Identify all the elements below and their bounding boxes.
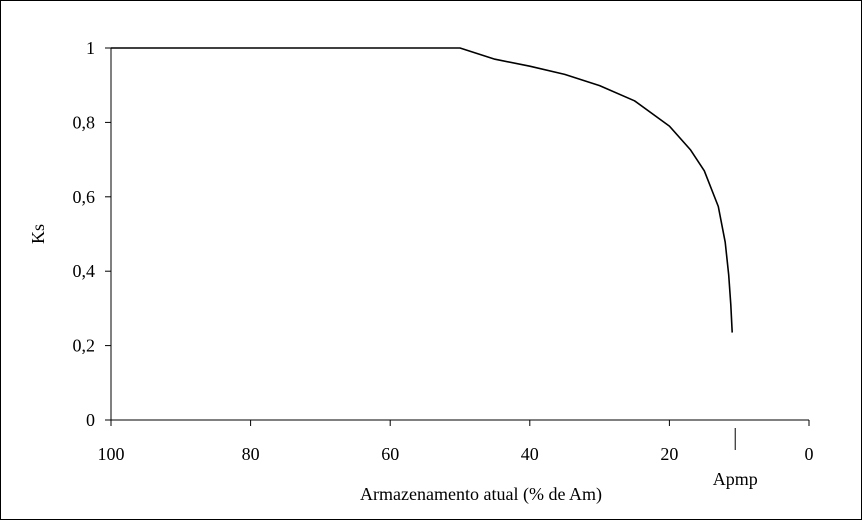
y-tick-label: 0,6 xyxy=(73,187,96,207)
x-tick-label: 100 xyxy=(98,444,125,464)
axes xyxy=(110,48,809,421)
y-tick-label: 0,2 xyxy=(73,336,96,356)
x-tick-label: 20 xyxy=(660,444,678,464)
x-tick-label: 40 xyxy=(521,444,539,464)
apmp-label: Apmp xyxy=(713,469,758,489)
ks-line xyxy=(111,47,733,333)
series-group xyxy=(111,47,733,333)
ticks: 0 0,2 0,4 0,6 0,8 1 100 80 60 40 20 0 xyxy=(73,38,814,464)
y-tick-label: 1 xyxy=(86,38,95,58)
x-axis-title: Armazenamento atual (% de Am) xyxy=(360,484,602,505)
x-tick-label: 60 xyxy=(381,444,399,464)
y-tick-label: 0 xyxy=(86,410,95,430)
y-tick-label: 0,4 xyxy=(73,261,96,281)
x-tick-label: 0 xyxy=(805,444,814,464)
y-tick-label: 0,8 xyxy=(73,112,96,132)
annotation-group: Apmp xyxy=(713,428,758,489)
x-tick-label: 80 xyxy=(242,444,260,464)
y-axis-title: Ks xyxy=(28,224,48,244)
